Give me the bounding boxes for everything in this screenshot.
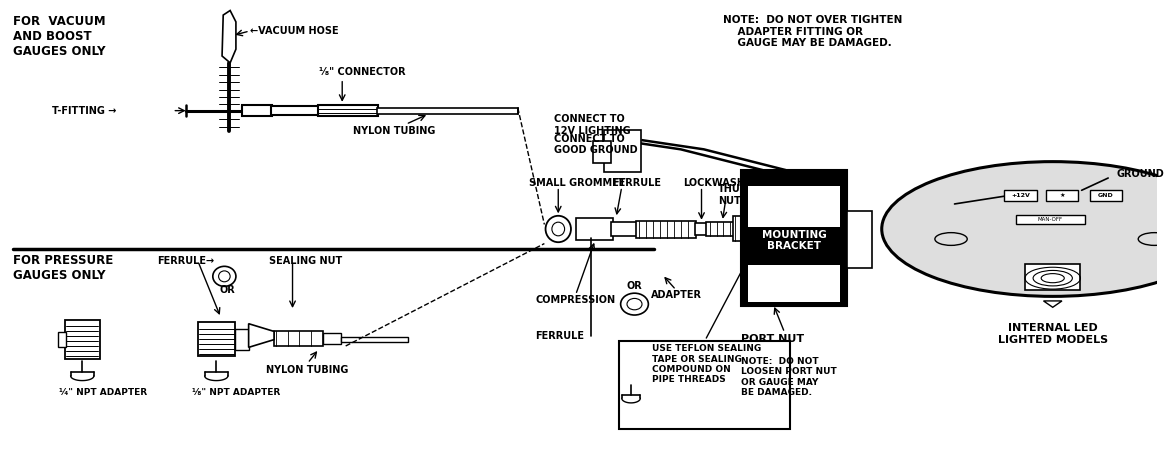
Circle shape [1139,233,1170,245]
Text: NOTE:  DO NOT OVER TIGHTEN
    ADAPTER FITTING OR
    GAUGE MAY BE DAMAGED.: NOTE: DO NOT OVER TIGHTEN ADAPTER FITTIN… [723,15,903,48]
Text: ←VACUUM HOSE: ←VACUUM HOSE [250,26,338,36]
Bar [635,221,696,238]
Polygon shape [249,324,274,347]
Text: SMALL GROMMET: SMALL GROMMET [529,179,626,189]
Text: OR: OR [627,281,642,291]
Text: CONNECT TO
12V LIGHTING: CONNECT TO 12V LIGHTING [554,114,630,136]
Text: PORT NUT: PORT NUT [741,334,804,344]
Bar [197,322,235,356]
Ellipse shape [212,267,236,286]
Text: T-FITTING →: T-FITTING → [52,106,116,115]
Bar [235,329,249,349]
Text: GROUND: GROUND [1116,169,1163,180]
Text: +12V: +12V [1011,193,1030,198]
Text: ¹⁄₈" CONNECTOR: ¹⁄₈" CONNECTOR [319,67,406,77]
Circle shape [935,233,967,245]
Ellipse shape [546,216,571,242]
Bar [575,218,613,240]
Bar [377,108,518,114]
Bar [848,211,872,267]
Text: INTERNAL LED
LIGHTED MODELS: INTERNAL LED LIGHTED MODELS [998,323,1108,344]
Bar [695,223,707,235]
Polygon shape [222,11,236,63]
Text: SEALING NUT: SEALING NUT [269,256,343,266]
Ellipse shape [621,293,648,315]
Text: NOTE:  DO NOT
LOOSEN PORT NUT
OR GAUGE MAY
BE DAMAGED.: NOTE: DO NOT LOOSEN PORT NUT OR GAUGE MA… [741,357,837,397]
Bar [270,106,319,115]
Bar [1025,264,1080,290]
Bar [605,130,641,172]
Bar [748,186,841,227]
Bar [58,333,66,347]
Text: COMPRESSION: COMPRESSION [535,294,615,305]
Bar [706,222,734,236]
Text: FERRULE: FERRULE [535,331,585,341]
Text: FOR  VACUUM
AND BOOST
GAUGES ONLY: FOR VACUUM AND BOOST GAUGES ONLY [13,15,106,58]
Text: LOCKWASHER: LOCKWASHER [683,179,760,189]
Text: THUMB
NUT: THUMB NUT [717,184,757,206]
Text: OR: OR [220,285,236,295]
Bar [65,320,100,359]
Bar [733,216,788,241]
Text: +12 VOLT
LIGHTING: +12 VOLT LIGHTING [789,199,842,221]
Text: GND: GND [1098,193,1114,198]
Text: ¹⁄₈" NPT ADAPTER: ¹⁄₈" NPT ADAPTER [193,388,281,398]
Text: FOR PRESSURE
GAUGES ONLY: FOR PRESSURE GAUGES ONLY [13,254,113,282]
Text: MOUNTING
BRACKET: MOUNTING BRACKET [762,229,826,251]
Bar [242,105,271,116]
Bar [1016,215,1085,224]
Circle shape [882,162,1174,296]
Bar [274,331,323,346]
Text: ¹⁄₄" NPT ADAPTER: ¹⁄₄" NPT ADAPTER [59,388,147,398]
Bar [342,337,409,342]
Bar [323,333,342,344]
Text: FERRULE→: FERRULE→ [157,256,215,266]
Bar [1004,191,1037,201]
Bar [593,141,612,163]
Text: ADAPTER: ADAPTER [650,290,702,300]
Text: NYLON TUBING: NYLON TUBING [266,365,349,375]
Bar [741,170,848,306]
Bar [748,266,841,302]
Text: MAN-OFF: MAN-OFF [1038,218,1062,223]
Text: CONNECT TO
GOOD GROUND: CONNECT TO GOOD GROUND [554,134,637,155]
Text: FERRULE: FERRULE [613,179,662,189]
Polygon shape [1044,301,1062,307]
Bar [1046,191,1078,201]
Bar [612,222,636,236]
Text: NYLON TUBING: NYLON TUBING [353,126,436,136]
Bar [620,341,790,429]
Text: ★: ★ [1059,193,1065,198]
Text: USE TEFLON SEALING
TAPE OR SEALING
COMPOUND ON
PIPE THREADS: USE TEFLON SEALING TAPE OR SEALING COMPO… [652,344,761,384]
Bar [318,105,378,116]
Bar [1089,191,1122,201]
